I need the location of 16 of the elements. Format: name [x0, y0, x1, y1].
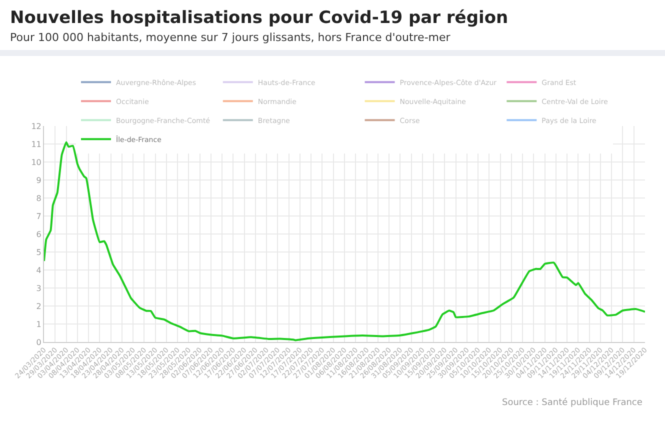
y-tick-label: 0 — [36, 338, 42, 347]
y-tick-label: 12 — [31, 122, 42, 131]
y-tick-label: 1 — [36, 320, 42, 329]
y-tick-label: 6 — [36, 230, 42, 239]
y-tick-label: 7 — [36, 212, 42, 221]
y-tick-label: 11 — [31, 140, 42, 149]
y-tick-label: 2 — [36, 302, 42, 311]
chart-title: Nouvelles hospitalisations pour Covid-19 par région — [10, 8, 510, 28]
y-tick-label: 4 — [36, 266, 42, 275]
y-tick-label: 8 — [36, 194, 42, 203]
chart-subtitle: Pour 100 000 habitants, moyenne sur 7 jours glissants, hors France d'outre-mer — [10, 31, 452, 44]
y-tick-label: 10 — [31, 158, 42, 167]
y-tick-label: 3 — [36, 284, 42, 293]
y-tick-label: 9 — [36, 176, 42, 185]
source-note: Source : Santé publique France — [502, 397, 643, 408]
y-tick-label: 5 — [36, 248, 42, 257]
